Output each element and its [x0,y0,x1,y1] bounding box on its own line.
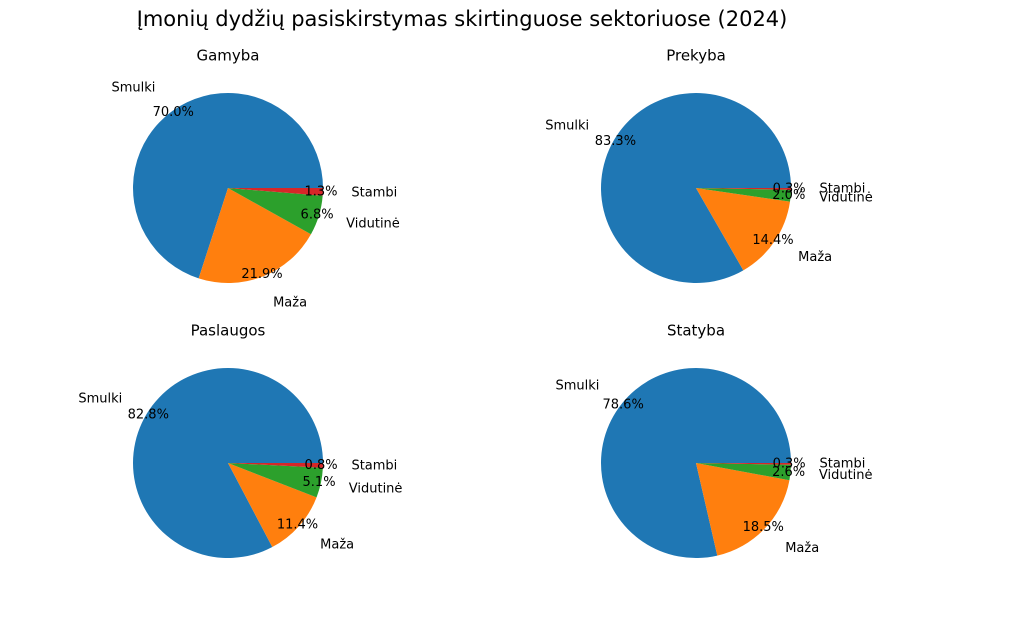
value-label: 18.5% [743,520,784,535]
pie-slice [228,463,323,498]
value-label: 83.3% [595,134,636,149]
pie-slice [600,368,791,559]
value-label: 1.3% [305,184,338,199]
value-label: 21.9% [241,267,282,282]
value-label: 82.8% [128,407,169,422]
pie-slice [228,463,323,468]
subplot-title: Statyba [667,322,725,340]
pie-slice [696,463,791,481]
value-label: 0.3% [773,456,806,471]
subplot-title: Paslaugos [191,322,266,340]
pie-slice [696,463,790,556]
value-label: 11.4% [277,517,318,532]
pie-slice [696,188,791,202]
slice-label: Maža [320,538,354,553]
pie-slice [696,188,791,271]
pie-slice [133,368,323,559]
slice-label: Vidutinė [819,468,873,483]
slice-label: Smulki [111,81,155,96]
value-label: 0.8% [305,458,338,473]
subplot-title: Gamyba [196,47,259,65]
figure-title: Įmonių dydžių pasiskirstymas skirtinguos… [137,7,788,31]
pie-slice [228,188,323,235]
slice-label: Maža [798,250,832,265]
slice-label: Maža [785,541,819,556]
value-label: 78.6% [603,398,644,413]
value-label: 6.8% [301,208,334,223]
pie-slice [228,188,323,196]
slice-label: Maža [273,295,307,310]
value-label: 14.4% [752,233,793,248]
value-label: 2.0% [772,188,805,203]
pie-slice [696,188,791,190]
value-label: 70.0% [153,105,194,120]
pie-slice [198,188,311,283]
slice-label: Stambi [351,459,397,474]
slice-label: Smulki [555,379,599,394]
slice-label: Smulki [545,119,589,134]
pie-slice [228,463,317,548]
slice-label: Vidutinė [346,216,400,231]
subplot-title: Prekyba [666,47,726,65]
value-label: 0.3% [773,181,806,196]
pie-slice [696,463,791,465]
slice-label: Stambi [819,457,865,472]
value-label: 5.1% [303,475,336,490]
slice-label: Vidutinė [349,481,403,496]
slice-label: Smulki [78,392,122,407]
slice-label: Stambi [819,182,865,197]
slice-label: Stambi [351,186,397,201]
pie-slice [133,93,323,279]
slice-label: Vidutinė [819,191,873,206]
value-label: 2.6% [772,465,805,480]
